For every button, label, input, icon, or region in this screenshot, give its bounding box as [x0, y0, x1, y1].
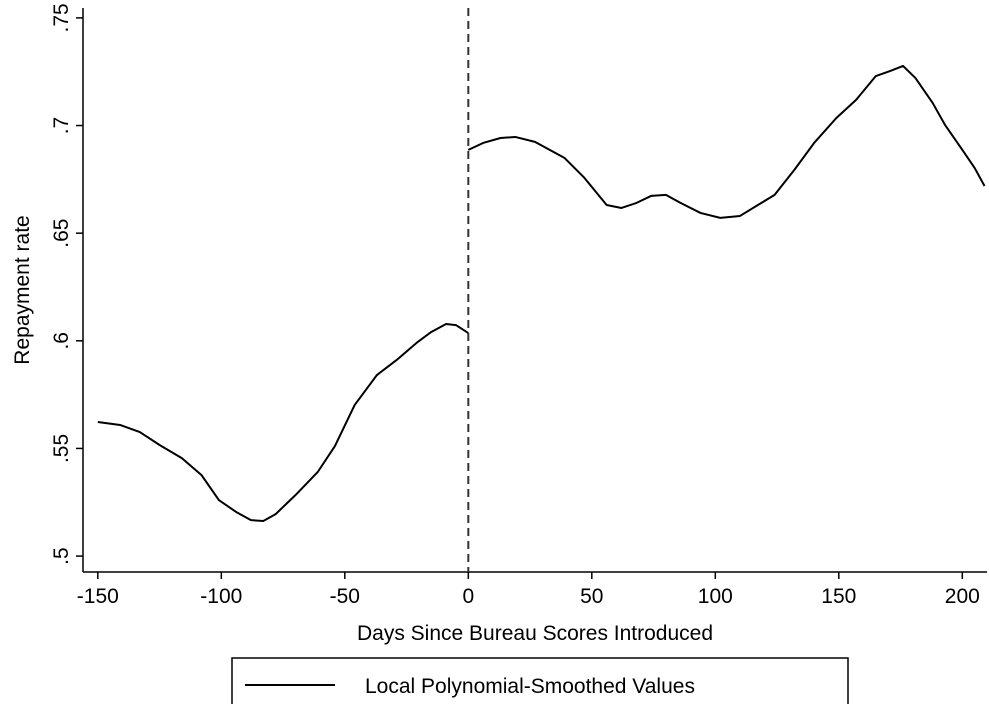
x-tick-label: 100: [698, 585, 733, 608]
legend-box: [231, 657, 849, 704]
y-tick-label: .55: [50, 434, 73, 463]
y-tick-label: .5: [50, 547, 73, 565]
legend-label: Local Polynomial-Smoothed Values: [365, 675, 695, 698]
x-tick-label: -50: [330, 585, 360, 608]
x-tick-label: 50: [580, 585, 603, 608]
x-tick-label: -150: [77, 585, 119, 608]
y-tick-label: .7: [50, 117, 73, 135]
x-axis-title: Days Since Bureau Scores Introduced: [357, 622, 713, 645]
line-series: [97, 64, 986, 522]
y-tick-label: .75: [50, 3, 73, 32]
x-tick-label: 150: [821, 585, 856, 608]
x-tick-label: -100: [200, 585, 242, 608]
y-axis-title: Repayment rate: [11, 215, 34, 364]
x-tick-label: 200: [945, 585, 980, 608]
y-tick-label: .6: [50, 332, 73, 350]
y-tick-label: .65: [50, 219, 73, 248]
x-tick-label: 0: [462, 585, 474, 608]
